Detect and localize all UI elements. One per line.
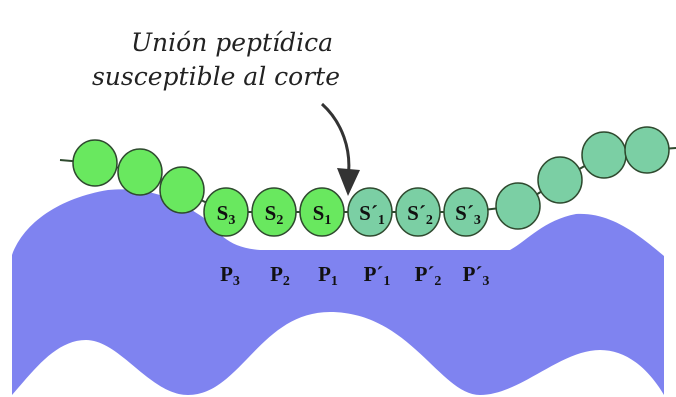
position-label-p3: P3 bbox=[220, 262, 240, 289]
subsite-label-s2-prime: S´2 bbox=[407, 201, 433, 228]
position-label-p1: P1 bbox=[318, 262, 338, 289]
enzyme-surface bbox=[12, 189, 664, 395]
residue-circle-s3 bbox=[203, 187, 249, 237]
position-label-p2-prime: P´2 bbox=[415, 262, 442, 289]
position-labels: P3 P2 P1 P´1 P´2 P´3 bbox=[220, 262, 489, 289]
residue-circle-s1-prime bbox=[347, 187, 393, 237]
caption-line-1: Unión peptídica bbox=[131, 28, 333, 57]
residue-circle bbox=[72, 139, 118, 187]
subsite-labels: S3 S2 S1 S´1 S´2 S´3 bbox=[217, 201, 481, 228]
position-label-p1-prime: P´1 bbox=[364, 262, 391, 289]
residue-circle bbox=[159, 166, 205, 214]
residue-circle bbox=[495, 182, 541, 230]
residue-circle bbox=[581, 131, 627, 179]
subsite-label-s1: S1 bbox=[313, 201, 332, 228]
residue-circle-s3-prime bbox=[443, 187, 489, 237]
peptide-residues bbox=[72, 126, 670, 237]
residue-circle-s1 bbox=[299, 187, 345, 237]
caption-line-2: susceptible al corte bbox=[92, 62, 340, 91]
residue-circle-s2 bbox=[251, 187, 297, 237]
subsite-label-s3: S3 bbox=[217, 201, 236, 228]
subsite-label-s2: S2 bbox=[265, 201, 284, 228]
subsite-label-s1-prime: S´1 bbox=[359, 201, 385, 228]
position-label-p2: P2 bbox=[270, 262, 290, 289]
residue-circle-s2-prime bbox=[395, 187, 441, 237]
position-label-p3-prime: P´3 bbox=[463, 262, 490, 289]
cleavage-arrow bbox=[320, 102, 360, 196]
residue-circle bbox=[537, 156, 583, 204]
residue-circle bbox=[624, 126, 670, 174]
residue-circle bbox=[117, 148, 163, 196]
subsite-label-s3-prime: S´3 bbox=[455, 201, 481, 228]
